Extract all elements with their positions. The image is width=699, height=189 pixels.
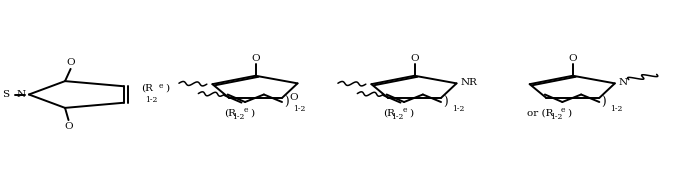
Text: or (R: or (R — [528, 109, 554, 118]
Text: O: O — [568, 54, 577, 63]
Text: 1-2: 1-2 — [293, 105, 305, 113]
Text: ): ) — [601, 95, 606, 108]
Text: ): ) — [166, 84, 169, 93]
Text: ): ) — [251, 109, 254, 118]
Text: e: e — [244, 106, 248, 114]
Text: (R: (R — [383, 109, 395, 118]
Text: 1-2: 1-2 — [550, 113, 562, 121]
Text: 1-2: 1-2 — [610, 105, 623, 113]
Text: O: O — [66, 58, 75, 67]
Text: ): ) — [567, 109, 571, 118]
Text: N: N — [16, 90, 25, 99]
Text: O: O — [289, 93, 298, 102]
Text: N: N — [619, 78, 628, 87]
Text: 1-2: 1-2 — [391, 113, 404, 121]
Text: NR: NR — [461, 78, 477, 87]
Text: ): ) — [284, 95, 289, 108]
Text: O: O — [64, 122, 73, 131]
Text: ): ) — [410, 109, 414, 118]
Text: 1-2: 1-2 — [452, 105, 465, 113]
Text: S: S — [1, 90, 9, 99]
Text: O: O — [251, 54, 260, 63]
Text: O: O — [410, 54, 419, 63]
Text: (R: (R — [141, 84, 153, 93]
Text: ): ) — [443, 95, 448, 108]
Text: (R: (R — [224, 109, 236, 118]
Text: e: e — [159, 82, 164, 90]
Text: e: e — [561, 106, 565, 114]
Text: 1-2: 1-2 — [145, 96, 157, 104]
Text: e: e — [403, 106, 407, 114]
Text: 1-2: 1-2 — [233, 113, 245, 121]
